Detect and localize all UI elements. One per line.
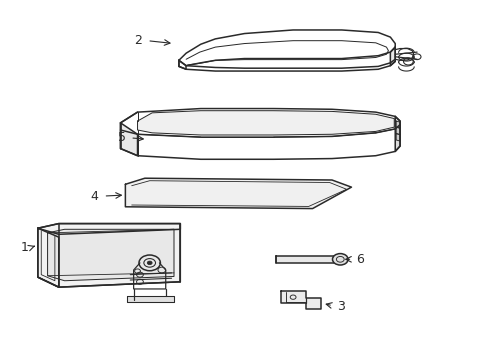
Polygon shape bbox=[395, 121, 399, 128]
Text: 1: 1 bbox=[20, 240, 28, 254]
Polygon shape bbox=[47, 229, 174, 281]
Polygon shape bbox=[137, 111, 393, 135]
Circle shape bbox=[332, 253, 347, 265]
Text: 5: 5 bbox=[118, 131, 125, 144]
Polygon shape bbox=[276, 256, 334, 263]
Polygon shape bbox=[389, 47, 394, 66]
Circle shape bbox=[147, 261, 152, 265]
Polygon shape bbox=[126, 296, 174, 302]
Polygon shape bbox=[395, 127, 399, 135]
Text: 3: 3 bbox=[336, 300, 344, 313]
Polygon shape bbox=[38, 224, 180, 287]
Text: 6: 6 bbox=[356, 253, 364, 266]
Polygon shape bbox=[38, 228, 59, 287]
Polygon shape bbox=[125, 178, 351, 208]
Polygon shape bbox=[179, 30, 394, 66]
Polygon shape bbox=[394, 116, 399, 152]
Polygon shape bbox=[120, 109, 399, 137]
Text: 4: 4 bbox=[91, 190, 99, 203]
Polygon shape bbox=[38, 224, 180, 234]
Polygon shape bbox=[281, 292, 320, 309]
Polygon shape bbox=[395, 134, 399, 141]
Text: 2: 2 bbox=[134, 34, 142, 47]
Polygon shape bbox=[120, 123, 137, 156]
